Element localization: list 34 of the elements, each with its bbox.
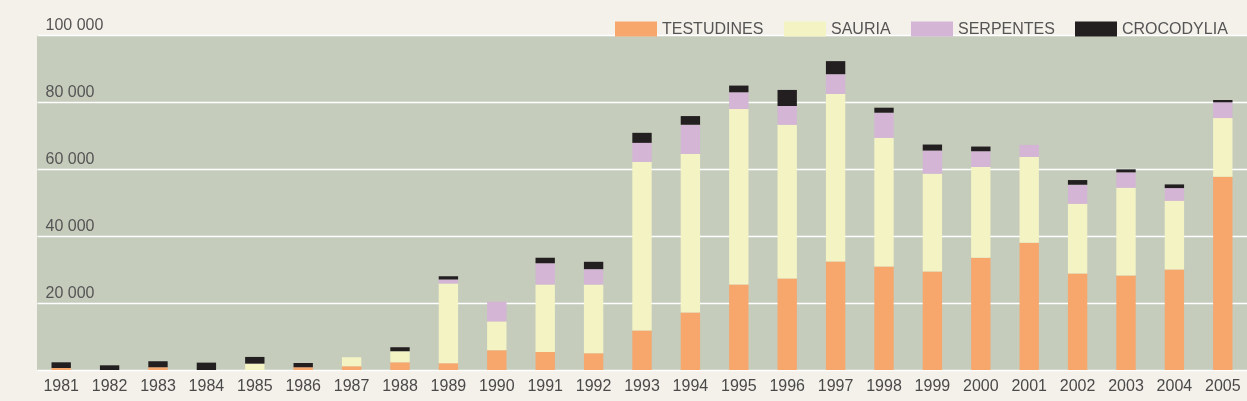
x-tick-label: 1988 <box>382 376 418 394</box>
x-tick-label: 1987 <box>333 376 370 394</box>
x-tick-label: 1995 <box>721 376 757 394</box>
y-tick-label: 80 000 <box>45 82 95 100</box>
x-tick-label: 1981 <box>43 376 80 394</box>
x-tick-label: 1989 <box>430 376 467 394</box>
x-tick-label: 2003 <box>1108 376 1144 394</box>
x-tick-label: 1991 <box>527 376 564 394</box>
x-tick-label: 1984 <box>188 376 225 394</box>
x-tick-label: 1983 <box>140 376 176 394</box>
y-tick-label: 100 000 <box>45 15 104 33</box>
x-tick-label: 1999 <box>914 376 951 394</box>
x-tick-label: 1998 <box>866 376 902 394</box>
x-tick-label: 2001 <box>1011 376 1048 394</box>
y-tick-label: 40 000 <box>45 216 95 234</box>
x-tick-label: 2005 <box>1205 376 1241 394</box>
x-tick-label: 2000 <box>963 376 999 394</box>
x-tick-label: 2004 <box>1156 376 1193 394</box>
x-tick-label: 1982 <box>91 376 128 394</box>
legend-label: SERPENTES <box>958 20 1055 37</box>
x-tick-label: 1992 <box>575 376 612 394</box>
y-tick-label: 20 000 <box>45 283 95 301</box>
x-tick-label: 1986 <box>285 376 322 394</box>
x-tick-label: 1994 <box>672 376 709 394</box>
legend-label: SAURIA <box>831 20 891 37</box>
y-tick-label: 60 000 <box>45 149 95 167</box>
x-tick-label: 1990 <box>479 376 515 394</box>
x-tick-label: 1996 <box>769 376 806 394</box>
x-tick-label: 1993 <box>624 376 660 394</box>
x-tick-label: 1985 <box>237 376 273 394</box>
legend-label: CROCODYLIA <box>1122 20 1229 37</box>
legend-label: TESTUDINES <box>662 20 764 37</box>
x-tick-label: 2002 <box>1059 376 1096 394</box>
x-tick-label: 1997 <box>817 376 854 394</box>
